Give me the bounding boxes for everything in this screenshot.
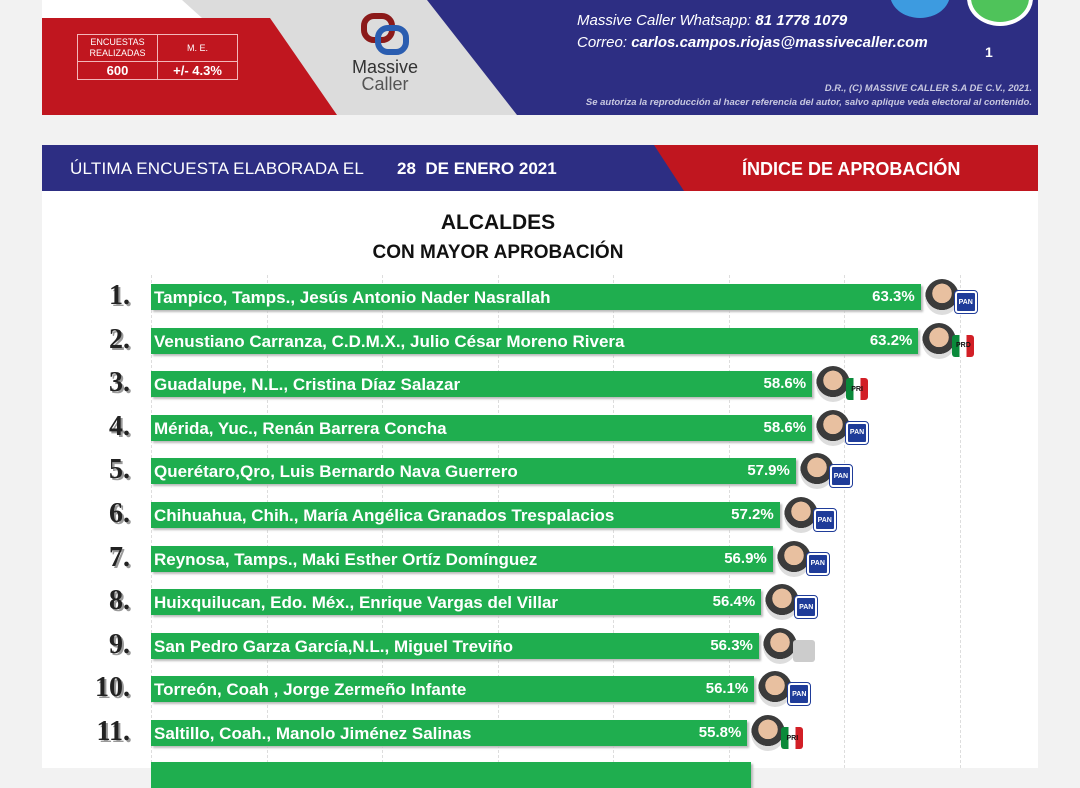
page-number: 1 — [985, 44, 993, 60]
contact-info: Massive Caller Whatsapp: 81 1778 1079 Co… — [577, 12, 928, 51]
margin-error-header: M. E. — [157, 34, 238, 62]
index-title: ÍNDICE DE APROBACIÓN — [742, 159, 961, 179]
chart-title: ALCALDES — [440, 211, 556, 234]
survey-stats-table: ENCUESTAS REALIZADAS M. E. 600 +/- 4.3% — [77, 34, 238, 80]
margin-error-value: +/- 4.3% — [157, 61, 238, 80]
chart-panel — [42, 191, 1038, 768]
speech-bubbles-icon — [361, 13, 409, 55]
copyright: D.R., (C) MASSIVE CALLER S.A DE C.V., 20… — [585, 83, 1032, 108]
telegram-icon[interactable] — [890, 0, 950, 18]
survey-date: 28 DE ENERO 2021 — [397, 159, 557, 178]
surveys-value: 600 — [77, 61, 158, 80]
chart-subtitle: CON MAYOR APROBACIÓN — [372, 242, 624, 263]
email: carlos.campos.riojas@massivecaller.com — [631, 34, 928, 51]
surveys-header: ENCUESTAS REALIZADAS — [77, 34, 158, 62]
survey-header: ENCUESTAS REALIZADAS M. E. 600 +/- 4.3% Ma… — [42, 0, 1038, 115]
massive-caller-logo: Massive Caller — [340, 12, 430, 93]
survey-date-band: ÚLTIMA ENCUESTA ELABORADA EL 28 DE ENERO… — [42, 145, 1038, 191]
whatsapp-number: 81 1778 1079 — [755, 12, 848, 29]
